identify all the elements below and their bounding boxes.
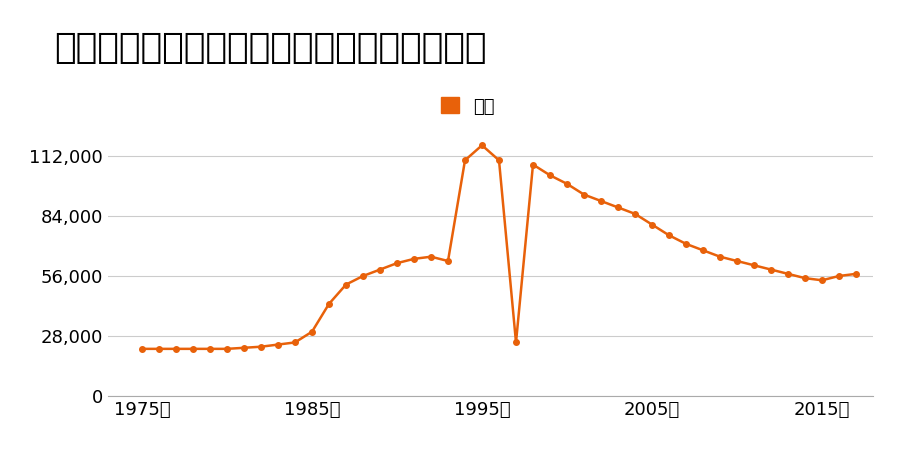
価格 [732,258,742,264]
価格 [221,346,232,351]
価格 [392,261,402,266]
価格 [137,346,148,351]
価格 [833,273,844,279]
価格 [171,346,182,351]
Line: 価格: 価格 [140,143,859,351]
価格 [460,158,471,163]
価格 [646,222,657,227]
価格 [187,346,198,351]
価格 [477,143,488,148]
価格 [596,198,607,204]
価格 [493,158,504,163]
価格 [749,263,760,268]
価格 [357,273,368,279]
価格 [613,205,624,210]
価格 [443,258,454,264]
価格 [238,345,249,351]
価格 [766,267,777,272]
価格 [307,329,318,334]
価格 [256,344,266,349]
価格 [426,254,436,259]
価格 [324,301,335,306]
価格 [510,340,521,345]
価格 [290,340,301,345]
価格 [816,278,827,283]
価格 [409,256,419,261]
価格 [204,346,215,351]
価格 [799,275,810,281]
価格 [340,282,351,287]
価格 [273,342,284,347]
価格 [544,173,555,178]
価格 [374,267,385,272]
価格 [850,271,861,277]
価格 [715,254,725,259]
価格 [154,346,165,351]
価格 [680,241,691,247]
Text: 福島県郡山市亀田１丁目４９７番の地価推移: 福島県郡山市亀田１丁目４９７番の地価推移 [54,32,487,66]
価格 [663,233,674,238]
価格 [562,181,572,187]
価格 [698,248,708,253]
Legend: 価格: 価格 [434,90,502,123]
価格 [783,271,794,277]
価格 [527,162,538,167]
価格 [630,211,641,216]
価格 [579,192,590,197]
